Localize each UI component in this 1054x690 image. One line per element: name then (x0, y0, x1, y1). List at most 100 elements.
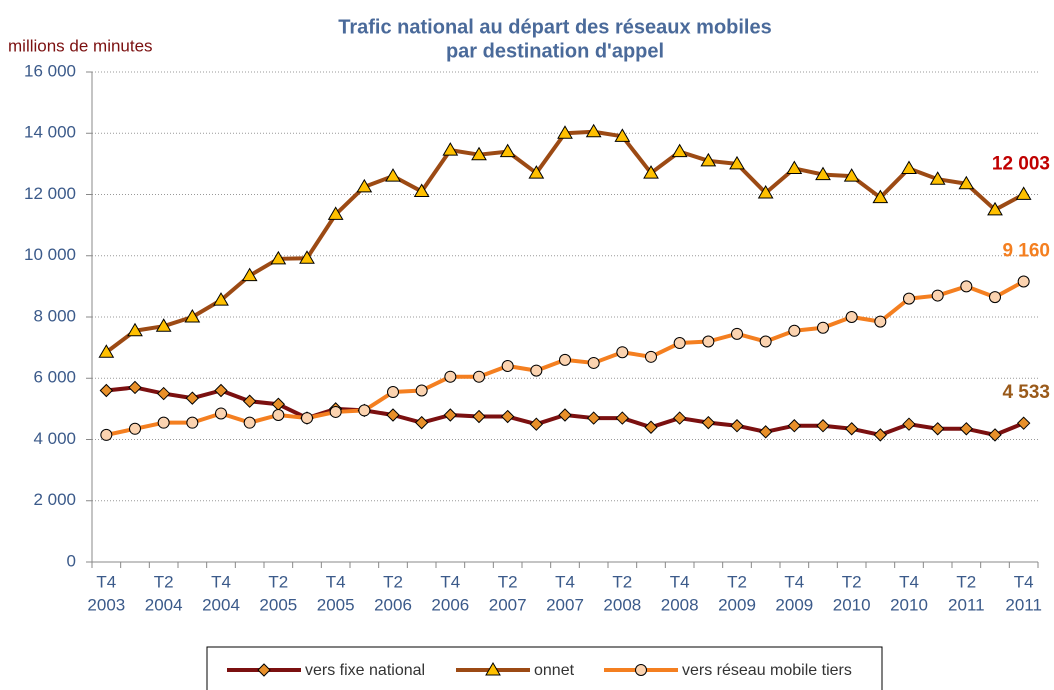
data-marker (157, 416, 170, 429)
x-tick-label: 2007 (489, 595, 527, 614)
x-tick-label: T4 (555, 572, 575, 591)
data-marker (499, 143, 516, 158)
x-tick-label: 2004 (202, 595, 240, 614)
chart-title: par destination d'appel (446, 40, 664, 62)
data-marker (960, 280, 973, 293)
data-marker (385, 168, 401, 182)
x-tick-label: 2008 (603, 595, 641, 614)
x-tick-label: 2003 (87, 595, 125, 614)
data-marker (530, 364, 543, 377)
data-marker (787, 419, 802, 433)
data-marker (645, 350, 657, 363)
data-marker (473, 370, 485, 383)
data-marker (1016, 416, 1031, 430)
data-marker (930, 422, 945, 436)
x-tick-label: 2005 (317, 595, 355, 614)
x-tick-label: T4 (96, 572, 116, 591)
data-marker (702, 335, 715, 348)
data-marker (643, 165, 659, 179)
data-marker (471, 146, 487, 161)
data-marker (129, 422, 141, 435)
data-marker (989, 291, 1001, 304)
data-marker (472, 409, 486, 424)
data-marker (272, 409, 285, 421)
x-tick-label: T2 (154, 572, 174, 591)
x-tick-label: 2007 (546, 595, 584, 614)
legend-item: vers réseau mobile tiers (604, 662, 852, 679)
data-marker (558, 408, 572, 422)
x-tick-label: T2 (727, 572, 747, 591)
legend-item: onnet (456, 662, 575, 679)
data-marker (557, 125, 573, 139)
data-marker (241, 267, 258, 282)
data-marker (98, 344, 115, 358)
data-marker (414, 415, 429, 430)
chart-title: Trafic national au départ des réseaux mo… (338, 16, 772, 38)
data-marker (701, 415, 716, 430)
y-tick-label: 4 000 (33, 429, 76, 448)
y-tick-label: 2 000 (33, 490, 76, 509)
x-tick-label: T2 (612, 572, 632, 591)
x-tick-label: T4 (899, 572, 919, 591)
data-marker (845, 311, 858, 323)
data-marker (758, 425, 773, 439)
data-marker (329, 405, 342, 418)
y-axis-label: millions de minutes (8, 36, 153, 55)
data-marker (958, 175, 975, 190)
data-marker (731, 327, 743, 340)
x-tick-label: T2 (268, 572, 288, 591)
x-tick-label: 2010 (890, 595, 928, 614)
data-marker (242, 394, 257, 408)
y-tick-label: 0 (67, 551, 76, 570)
data-marker (729, 155, 745, 170)
x-tick-label: 2005 (259, 595, 297, 614)
x-tick-label: T2 (956, 572, 976, 591)
x-tick-label: T2 (842, 572, 862, 591)
data-marker (786, 160, 803, 174)
legend-box (206, 646, 883, 690)
data-marker (788, 324, 801, 337)
x-tick-label: T2 (383, 572, 403, 591)
data-marker (616, 346, 629, 359)
y-tick-label: 6 000 (33, 368, 76, 387)
x-tick-label: 2010 (833, 595, 871, 614)
data-marker (185, 391, 200, 405)
y-tick-label: 14 000 (24, 123, 76, 142)
data-marker (816, 419, 830, 433)
data-marker (356, 178, 373, 193)
data-marker (901, 160, 917, 174)
data-marker (559, 353, 571, 366)
data-marker (1015, 186, 1032, 200)
data-marker (874, 315, 887, 328)
data-marker (501, 360, 514, 372)
data-marker (99, 383, 114, 398)
data-marker (730, 419, 744, 433)
data-marker (844, 422, 859, 436)
data-marker (987, 201, 1003, 216)
data-marker (673, 337, 686, 350)
x-tick-label: T4 (1014, 572, 1034, 591)
data-marker (843, 168, 860, 182)
data-marker (873, 428, 888, 442)
data-marker (270, 250, 287, 265)
data-marker (931, 289, 944, 302)
x-tick-label: T2 (498, 572, 518, 591)
data-marker (586, 411, 601, 425)
x-tick-label: 2011 (948, 595, 985, 614)
data-marker (100, 428, 113, 441)
x-tick-label: T4 (440, 572, 460, 591)
value-label: 4 533 (1002, 382, 1050, 403)
x-tick-label: 2004 (145, 595, 183, 614)
y-tick-label: 16 000 (24, 61, 76, 80)
data-marker (872, 189, 889, 204)
x-tick-label: T4 (211, 572, 231, 591)
data-marker (186, 416, 199, 429)
data-marker (529, 417, 544, 431)
value-label: 12 003 (992, 153, 1050, 174)
x-tick-label: 2011 (1005, 595, 1042, 614)
data-marker (500, 409, 515, 424)
data-marker (644, 420, 658, 434)
y-tick-label: 12 000 (24, 184, 76, 203)
x-tick-label: 2009 (775, 595, 813, 614)
